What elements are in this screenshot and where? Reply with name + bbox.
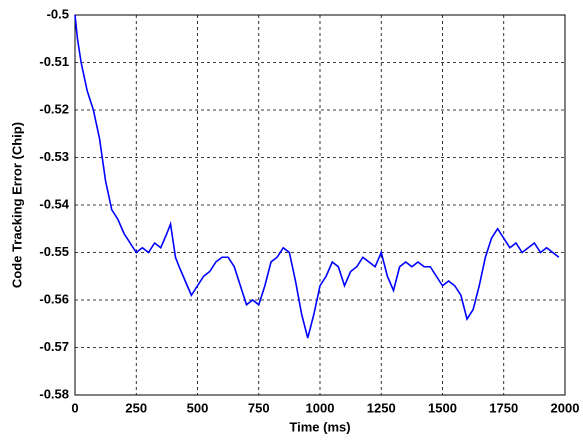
x-tick-label: 0 — [71, 400, 78, 415]
y-tick-label: -0.55 — [39, 244, 69, 259]
y-tick-label: -0.56 — [39, 291, 69, 306]
x-tick-label: 500 — [187, 400, 209, 415]
x-tick-label: 2000 — [551, 400, 580, 415]
y-tick-label: -0.53 — [39, 149, 69, 164]
y-tick-label: -0.58 — [39, 386, 69, 401]
y-axis-label: Code Tracking Error (Chip) — [9, 122, 24, 288]
x-tick-label: 750 — [248, 400, 270, 415]
data-line — [74, 14, 560, 339]
plot-frame — [74, 14, 566, 396]
y-tick-label: -0.57 — [39, 339, 69, 354]
x-tick-label: 1000 — [306, 400, 335, 415]
x-axis-label: Time (ms) — [289, 419, 350, 434]
x-tick-label: 1750 — [489, 400, 518, 415]
x-tick-label: 1500 — [428, 400, 457, 415]
y-tick-label: -0.54 — [39, 196, 69, 211]
y-tick-label: -0.5 — [47, 6, 69, 21]
x-tick-label: 1250 — [367, 400, 396, 415]
x-tick-label: 250 — [125, 400, 147, 415]
y-tick-label: -0.51 — [39, 54, 69, 69]
y-tick-label: -0.52 — [39, 101, 69, 116]
